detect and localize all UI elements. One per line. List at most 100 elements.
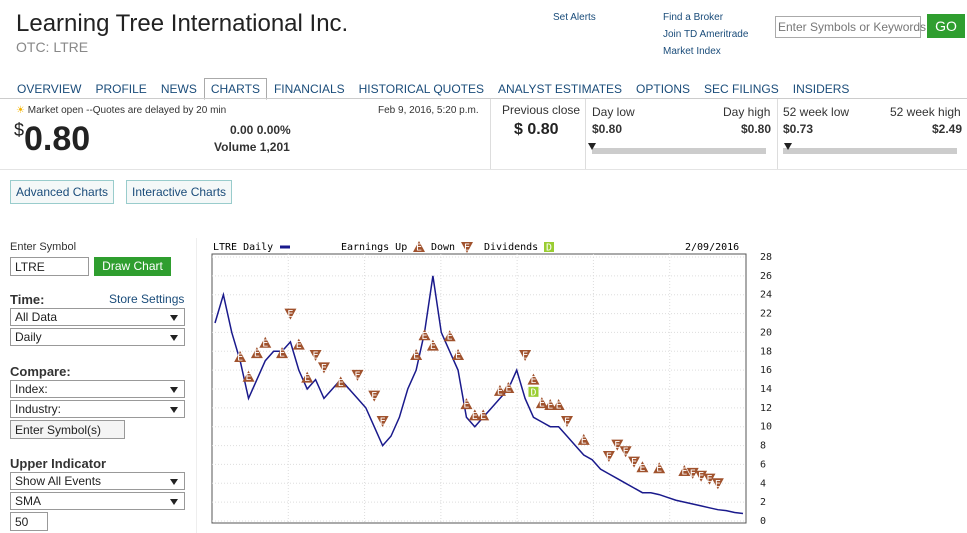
earnings-event: E bbox=[418, 329, 431, 342]
tab[interactable]: HISTORICAL QUOTES bbox=[358, 82, 484, 96]
event-letter: E bbox=[455, 351, 461, 362]
event-letter: E bbox=[464, 243, 470, 254]
event-letter: E bbox=[581, 435, 587, 446]
interval-select[interactable]: Daily bbox=[10, 328, 185, 346]
event-letter: E bbox=[413, 351, 419, 362]
event-letter: E bbox=[254, 349, 260, 360]
y-tick-label: 24 bbox=[760, 290, 772, 301]
earnings-event: E bbox=[460, 398, 473, 411]
time-label: Time: bbox=[10, 292, 45, 307]
tab[interactable]: ANALYST ESTIMATES bbox=[498, 82, 623, 96]
event-letter: E bbox=[430, 341, 436, 352]
legend-dividends: Dividends bbox=[484, 242, 538, 253]
search-input[interactable]: Enter Symbols or Keywords bbox=[775, 16, 926, 38]
event-shape bbox=[686, 467, 699, 479]
indicator-select[interactable]: SMA bbox=[10, 492, 185, 510]
event-letter: E bbox=[539, 399, 545, 410]
link[interactable]: Find a Broker bbox=[663, 12, 724, 23]
chart-title: LTRE Daily bbox=[213, 242, 273, 253]
earnings-event: E bbox=[443, 330, 456, 343]
event-letter: E bbox=[447, 332, 453, 343]
event-shape bbox=[561, 416, 573, 428]
tab[interactable]: FINANCIALS bbox=[273, 82, 345, 96]
link[interactable]: Set Alerts bbox=[553, 12, 596, 23]
event-letter: E bbox=[614, 440, 620, 451]
sun-icon: ☀ bbox=[16, 105, 25, 116]
event-shape bbox=[259, 336, 272, 348]
events-select[interactable]: Show All Events bbox=[10, 472, 185, 490]
period-input[interactable]: 50 bbox=[10, 512, 48, 531]
price: $0.80 bbox=[14, 120, 90, 159]
event-shape bbox=[461, 242, 473, 253]
earnings-event: E bbox=[577, 433, 590, 446]
y-tick-label: 2 bbox=[760, 497, 766, 508]
dividend-letter: D bbox=[546, 243, 552, 254]
day-low: $0.80 bbox=[592, 122, 623, 136]
day-high-label: Day high bbox=[723, 105, 771, 119]
event-letter: E bbox=[304, 373, 310, 384]
dividend-shape bbox=[544, 242, 554, 252]
earnings-event: E bbox=[628, 456, 641, 468]
week-high-label: 52 week high bbox=[890, 105, 961, 119]
earnings-event: E bbox=[611, 439, 624, 451]
earnings-event: E bbox=[653, 462, 666, 475]
price-value: 0.80 bbox=[24, 120, 91, 158]
event-letter: E bbox=[237, 352, 243, 363]
day-low-label: Day low bbox=[592, 105, 635, 119]
legend-icon: E bbox=[413, 241, 425, 254]
tab[interactable]: SEC FILINGS bbox=[704, 82, 779, 96]
tabs: OVERVIEW PROFILE NEWS CHARTS FINANCIALS HISTO… bbox=[10, 78, 856, 100]
earnings-event: E bbox=[317, 362, 330, 374]
store-settings-link[interactable]: Store Settings bbox=[109, 292, 185, 306]
event-shape bbox=[519, 350, 532, 362]
y-tick-label: 26 bbox=[760, 271, 772, 282]
draw-chart-button[interactable]: Draw Chart bbox=[94, 257, 171, 276]
advanced-charts-button[interactable]: Advanced Charts bbox=[10, 180, 115, 204]
event-letter: E bbox=[522, 351, 528, 362]
chart-date: 2/09/2016 bbox=[685, 242, 739, 253]
event-letter: E bbox=[463, 400, 469, 411]
event-letter: E bbox=[497, 386, 503, 397]
earnings-event: E bbox=[242, 370, 255, 383]
event-shape bbox=[276, 347, 289, 359]
link[interactable]: Market Index bbox=[663, 46, 721, 57]
tab[interactable]: OVERVIEW bbox=[17, 82, 82, 96]
link[interactable]: Join TD Ameritrade bbox=[663, 29, 749, 40]
range-select[interactable]: All Data bbox=[10, 308, 185, 326]
earnings-event: E bbox=[502, 382, 515, 395]
currency: $ bbox=[14, 120, 25, 140]
event-letter: E bbox=[313, 351, 319, 362]
tab[interactable]: OPTIONS bbox=[636, 82, 691, 96]
event-shape bbox=[234, 350, 247, 362]
earnings-event: E bbox=[711, 478, 724, 490]
event-letter: E bbox=[371, 391, 377, 402]
event-shape bbox=[334, 376, 347, 388]
tab[interactable]: CHARTS bbox=[203, 78, 267, 100]
day-range-bar bbox=[592, 148, 766, 154]
symbol-input[interactable]: LTRE bbox=[10, 257, 89, 276]
go-button[interactable]: GO bbox=[927, 14, 965, 38]
event-letter: E bbox=[354, 370, 360, 381]
tab[interactable]: PROFILE bbox=[95, 82, 147, 96]
event-letter: E bbox=[606, 451, 612, 462]
event-letter: E bbox=[480, 411, 486, 422]
event-shape bbox=[351, 369, 364, 381]
y-tick-label: 20 bbox=[760, 327, 772, 338]
event-shape bbox=[250, 347, 263, 359]
earnings-event: E bbox=[703, 473, 716, 485]
industry-select[interactable]: Industry: bbox=[10, 400, 185, 418]
earnings-event: E bbox=[452, 349, 465, 362]
event-letter: E bbox=[287, 309, 293, 320]
y-tick-label: 8 bbox=[760, 441, 766, 452]
earnings-event: E bbox=[602, 450, 615, 462]
event-shape bbox=[527, 373, 540, 385]
tab[interactable]: NEWS bbox=[160, 82, 197, 96]
tab[interactable]: INSIDERS bbox=[792, 82, 850, 96]
index-select[interactable]: Index: bbox=[10, 380, 185, 398]
compare-symbols-input[interactable]: Enter Symbol(s) bbox=[10, 420, 125, 439]
upper-indicator-label: Upper Indicator bbox=[10, 456, 107, 471]
interactive-charts-button[interactable]: Interactive Charts bbox=[126, 180, 233, 204]
y-tick-label: 0 bbox=[760, 516, 766, 527]
earnings-event: E bbox=[561, 416, 573, 428]
